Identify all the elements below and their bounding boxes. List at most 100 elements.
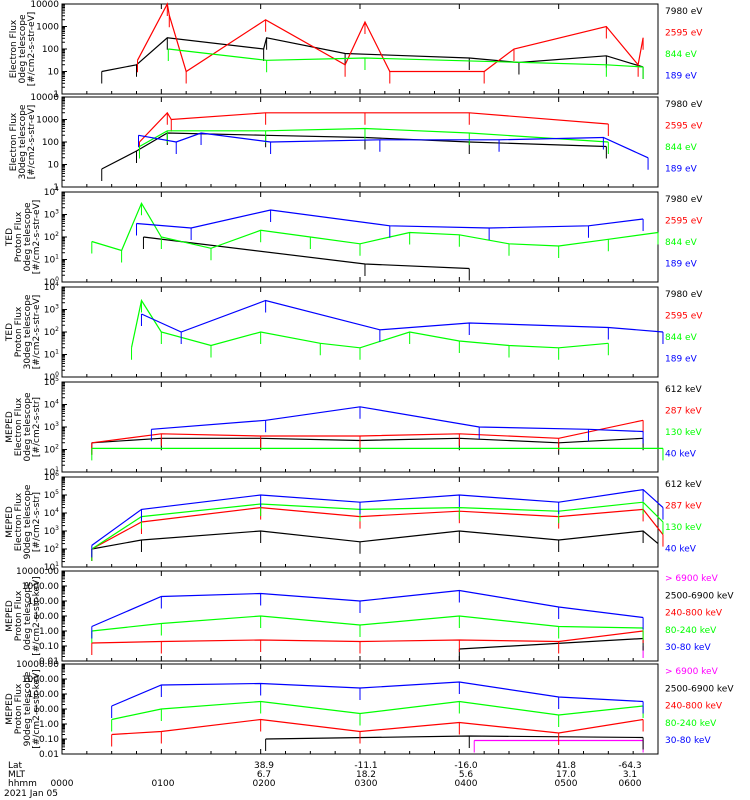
legend-entry: 7980 eV [665,195,703,205]
y-tick-label: 0.10 [39,735,59,745]
series-line [130,298,609,349]
legend-entry: 30-80 keV [665,736,711,746]
legend-entry: 844 eV [665,333,698,343]
y-tick-label: 101 [44,254,59,266]
y-axis-label: 0deg telescope [23,202,33,272]
legend-entry: 189 eV [665,354,698,364]
plot-frame [61,286,659,378]
y-tick-label: 102 [44,543,59,555]
y-tick-label: 1 [53,183,59,193]
series-line [136,2,644,73]
y-tick-label: 1000.00 [22,582,59,592]
legend-entry: > 6900 keV [665,667,719,677]
series-line [265,735,644,740]
series-line [141,299,664,333]
legend-entry: 240-800 keV [665,702,723,712]
series-line [101,132,607,170]
y-tick-label: 0.01 [39,657,59,667]
legend-entry: 189 eV [665,259,698,269]
series-line [91,488,664,546]
panel: 0.01 0.10 1.00 10.00 100.00 1000.00 10000.00 ME… [5,567,734,667]
legend-entry: 130 keV [665,523,702,533]
hhmm-value: 0300 [355,779,378,789]
series-line [111,700,644,721]
y-tick-label: 1000.00 [22,675,59,685]
series-line [91,437,644,444]
mlt-value: 17.0 [556,770,576,780]
x-axis-footer: Lat MLT hhmm 2021 Jan 05 38.9 -11.1 -16.… [4,761,642,799]
y-tick-label: 103 [44,525,59,537]
y-axis-label: [#/cm2-s-str-eV] [32,200,42,275]
y-tick-label: 103 [44,209,59,221]
y-tick-label: 100.00 [28,690,60,700]
y-tick-label: 102 [44,444,59,456]
lat-value: 38.9 [254,761,274,771]
y-axis-label: 90deg telescope [23,671,33,746]
date-label: 2021 Jan 05 [4,789,58,799]
y-axis-label: [#/cm2-s-str] [32,492,42,552]
series-line [151,406,644,433]
legend-entry: 7980 eV [665,100,703,110]
y-tick-label: 1.00 [39,627,59,637]
hhmm-value: 0000 [51,779,74,789]
legend-entry: 7980 eV [665,7,703,17]
y-tick-label: 104 [44,507,59,519]
plot-frame [61,3,659,95]
legend-entry: 40 keV [665,449,697,459]
legend-entry: 7980 eV [665,290,703,300]
y-axis-label: [#/cm2-s-str-eV] [27,12,37,87]
mlt-value: 18.2 [356,770,376,780]
y-axis-label: 30deg telescope [18,104,28,179]
y-axis-label: MEPED [5,411,15,443]
y-tick-label: 0.01 [39,750,59,760]
lat-value: 41.8 [556,761,576,771]
series-line [91,630,644,644]
y-tick-label: 1000 [36,23,59,33]
y-axis-label: Electron Flux [14,492,24,551]
series-line [91,589,644,628]
lat-value: -64.3 [618,761,641,771]
y-tick-label: 103 [44,421,59,433]
y-tick-label: 10 [48,161,60,171]
y-tick-label: 1.00 [39,720,59,730]
series-line [91,506,664,550]
legend-entry: 612 keV [665,480,702,490]
series-line [91,501,664,550]
y-tick-label: 102 [44,231,59,243]
y-axis-label: Proton Flux [14,683,24,734]
legend-entry: 844 eV [665,143,698,153]
y-tick-label: 10.00 [33,705,59,715]
series-line [136,209,644,229]
y-axis-label: [#/cm2-s-str-eV] [32,295,42,370]
y-axis-label: [#/cm2-s-str-keV] [32,576,42,655]
legend-entry: 287 keV [665,501,702,511]
legend-entry: 189 eV [665,71,698,81]
y-axis-label: 30deg telescope [23,294,33,369]
legend-entry: 2500-6900 keV [665,591,734,601]
hhmm-row-label: hhmm [8,779,37,789]
hhmm-value: 0200 [253,779,276,789]
series-line [91,419,644,444]
plot-frame [61,191,659,283]
y-axis-label: TED [5,228,15,247]
legend-entry: 2500-6900 keV [665,684,734,694]
legend-entry: 80-240 keV [665,626,717,636]
legend-entry: 130 keV [665,428,702,438]
y-tick-label: 10.00 [33,612,59,622]
legend-entry: 2595 eV [665,311,703,321]
legend-entry: 612 keV [665,385,702,395]
y-axis-label: 90deg telescope [23,484,33,559]
mlt-row-label: MLT [8,770,26,780]
legend-entry: 844 eV [665,238,698,248]
lat-value: -16.0 [454,761,478,771]
series-line [91,201,659,252]
y-axis-label: [#/cm2-s-str-keV] [32,669,42,748]
series-line [111,681,644,707]
y-axis-label: Electron Flux [9,19,19,78]
y-axis-label: [#/cm2-s-str-eV] [27,105,37,180]
series-line [143,236,470,270]
y-axis-label: 0deg telescope [23,581,33,651]
y-axis-label: MEPED [5,506,15,538]
